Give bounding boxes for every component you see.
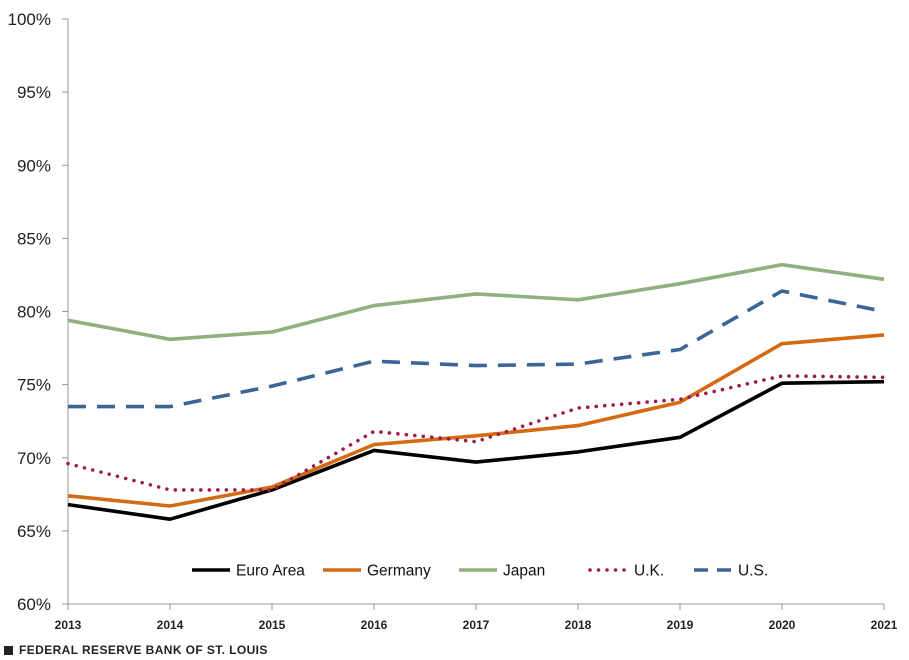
series-line-germany bbox=[67, 333, 885, 508]
x-tick-label: 2015 bbox=[259, 618, 286, 632]
x-tick-label: 2014 bbox=[157, 618, 184, 632]
y-axis-ticks: 60% 65% 70% 75% 80% 85% 90% 95% 100% bbox=[8, 10, 68, 614]
y-tick-label: 70% bbox=[17, 449, 51, 468]
y-tick-label: 80% bbox=[17, 303, 51, 322]
y-tick-label: 60% bbox=[17, 595, 51, 614]
legend: Euro Area Germany Japan U.K. U.S. bbox=[192, 563, 768, 580]
legend-label: Euro Area bbox=[236, 563, 305, 580]
x-tick-label: 2020 bbox=[769, 618, 796, 632]
x-tick-label: 2017 bbox=[463, 618, 490, 632]
x-tick-label: 2021 bbox=[871, 618, 898, 632]
x-tick-label: 2019 bbox=[667, 618, 694, 632]
legend-label: U.S. bbox=[738, 563, 768, 580]
series-line-euro-area bbox=[67, 379, 885, 522]
square-bullet-icon bbox=[4, 645, 13, 655]
x-axis-ticks: 2013 2014 2015 2016 2017 2018 2019 2020 2021 bbox=[55, 604, 898, 632]
y-tick-label: 75% bbox=[17, 376, 51, 395]
y-tick-label: 100% bbox=[8, 10, 51, 29]
legend-label: U.K. bbox=[634, 563, 664, 580]
x-tick-label: 2013 bbox=[55, 618, 82, 632]
legend-label: Japan bbox=[503, 563, 545, 580]
source-text: FEDERAL RESERVE BANK OF ST. LOUIS bbox=[19, 643, 268, 657]
series-line-japan bbox=[67, 262, 885, 342]
legend-label: Germany bbox=[367, 563, 431, 580]
series-line-u-s bbox=[68, 289, 885, 409]
y-tick-label: 90% bbox=[17, 156, 51, 175]
source-credit: FEDERAL RESERVE BANK OF ST. LOUIS bbox=[4, 643, 268, 657]
series-lines bbox=[66, 262, 886, 522]
y-tick-label: 95% bbox=[17, 83, 51, 102]
chart-axes bbox=[67, 19, 884, 605]
y-tick-label: 65% bbox=[17, 522, 51, 541]
x-tick-label: 2018 bbox=[565, 618, 592, 632]
x-tick-label: 2016 bbox=[361, 618, 388, 632]
y-tick-label: 85% bbox=[17, 229, 51, 248]
series-line-u-k bbox=[66, 374, 886, 492]
